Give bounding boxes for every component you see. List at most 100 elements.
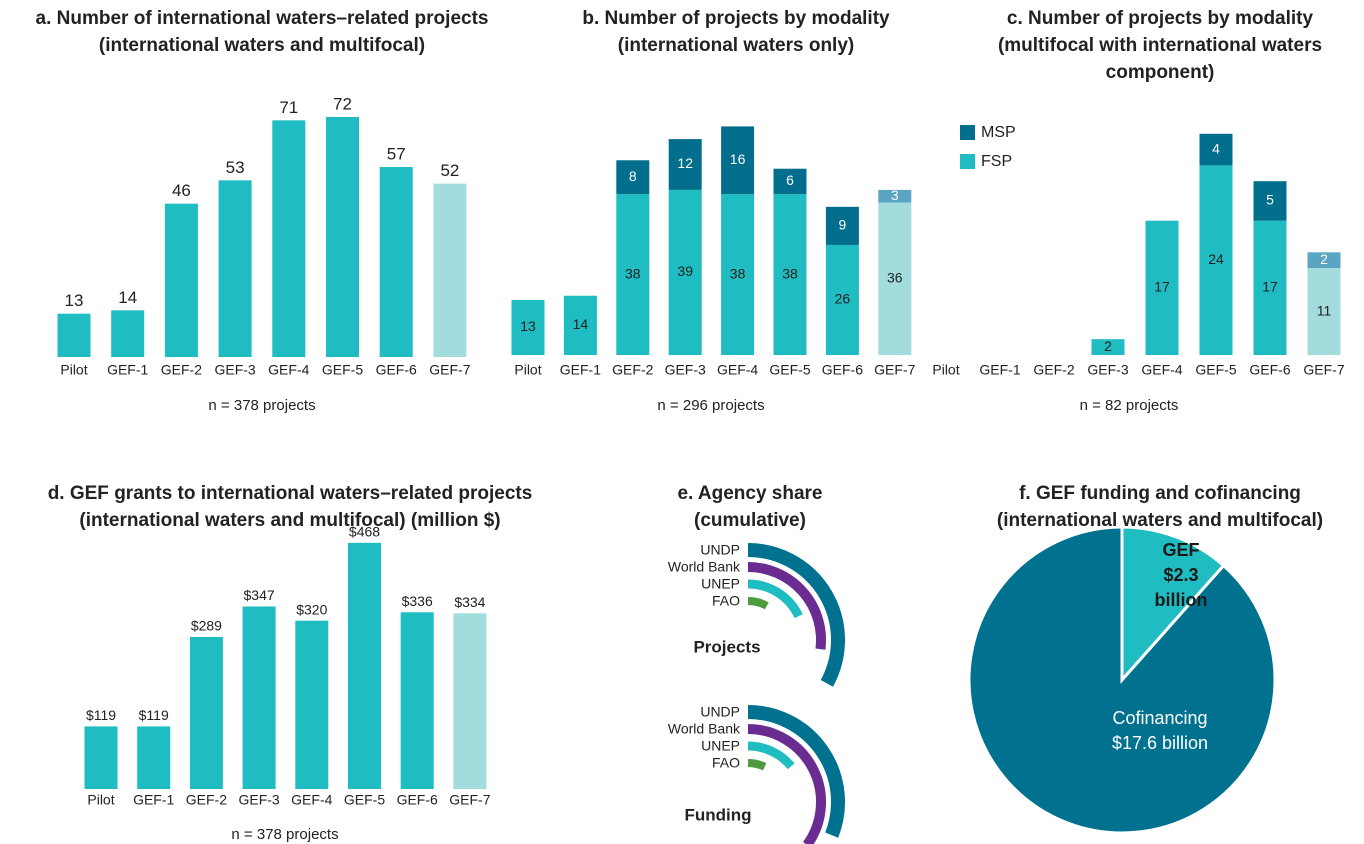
data-label: 17 <box>1154 279 1170 295</box>
x-tick-label: GEF-1 <box>979 362 1020 378</box>
data-label: 36 <box>887 270 903 286</box>
title-line: f. GEF funding and cofinancing <box>1019 483 1301 504</box>
radial-bar <box>747 705 845 838</box>
bar <box>218 180 252 357</box>
bar-segment <box>773 168 807 195</box>
x-tick-label: GEF-5 <box>344 792 385 808</box>
chart-title: b. Number of projects by modality (intern… <box>536 5 936 59</box>
bar <box>295 620 329 789</box>
bar <box>379 167 413 357</box>
data-label: 46 <box>172 181 191 200</box>
category-label: FAO <box>712 593 740 609</box>
x-tick-label: GEF-4 <box>291 792 332 808</box>
data-label: 4 <box>1212 140 1220 156</box>
note: n = 296 projects <box>657 397 764 414</box>
panel-label: Projects <box>693 637 760 656</box>
x-tick-label: GEF-1 <box>133 792 174 808</box>
x-tick-label: GEF-7 <box>874 362 915 378</box>
subtitle-line: (cumulative) <box>694 510 806 531</box>
radial-bar <box>747 597 769 610</box>
x-tick-label: GEF-7 <box>449 792 490 808</box>
data-label: 53 <box>226 158 245 177</box>
title-line: c. Number of projects by modality <box>1006 8 1314 29</box>
data-label: 2 <box>1320 251 1328 267</box>
bar-segment <box>668 189 702 355</box>
bar <box>189 636 223 789</box>
bar <box>453 613 487 789</box>
bar-segment <box>1307 252 1341 269</box>
bar <box>242 606 276 789</box>
legend-label: MSP <box>981 124 1016 141</box>
bar-segment <box>773 194 807 355</box>
x-tick-label: GEF-2 <box>186 792 227 808</box>
legend-swatch <box>960 125 975 140</box>
data-label: $119 <box>139 707 169 723</box>
data-label: 12 <box>677 155 693 171</box>
data-label: 71 <box>279 98 298 117</box>
data-label: 38 <box>782 265 798 281</box>
bar-segment <box>511 299 545 355</box>
bar-segment <box>1199 165 1233 355</box>
radial-bar <box>747 579 803 619</box>
x-tick-label: GEF-5 <box>769 362 810 378</box>
x-tick-label: GEF-6 <box>376 362 417 378</box>
note: n = 378 projects <box>208 397 315 414</box>
data-label: $119 <box>86 707 116 723</box>
category-label: FAO <box>712 755 740 771</box>
bar-segment <box>878 202 912 355</box>
data-label: 57 <box>387 144 406 163</box>
data-label: $468 <box>349 524 380 540</box>
data-label: $289 <box>191 618 222 634</box>
x-tick-label: GEF-1 <box>560 362 601 378</box>
title-line: b. Number of projects by modality <box>582 8 890 29</box>
data-label: $336 <box>402 593 433 609</box>
x-tick-label: GEF-4 <box>1141 362 1182 378</box>
data-label: 24 <box>1208 251 1224 267</box>
radial-bar <box>747 562 826 650</box>
bar <box>400 612 434 789</box>
chart-title: c. Number of projects by modality (multif… <box>960 5 1360 86</box>
category-label: UNDP <box>700 542 740 558</box>
x-tick-label: GEF-3 <box>238 792 279 808</box>
chart-title: f. GEF funding and cofinancing (internati… <box>940 480 1364 534</box>
bar-segment <box>721 194 755 355</box>
x-tick-label: GEF-2 <box>612 362 653 378</box>
bar <box>111 310 145 357</box>
chart-title: d. GEF grants to international waters–re… <box>0 480 580 534</box>
data-label: 9 <box>839 217 847 233</box>
bar-segment <box>1253 181 1287 221</box>
x-tick-label: GEF-3 <box>665 362 706 378</box>
bar-segment <box>1091 339 1125 355</box>
data-label: 16 <box>730 151 746 167</box>
category-label: World Bank <box>668 559 741 575</box>
x-tick-label: GEF-4 <box>717 362 758 378</box>
bar-segment <box>1199 133 1233 166</box>
category-label: UNEP <box>701 738 740 754</box>
bar-segment <box>616 194 650 355</box>
data-label: 72 <box>333 94 352 113</box>
title-line: e. Agency share <box>677 483 823 504</box>
data-label: 13 <box>65 291 84 310</box>
bar-segment <box>721 126 755 195</box>
bar-segment <box>1307 268 1341 355</box>
chart-title: a. Number of international waters–relate… <box>0 5 532 59</box>
x-tick-label: GEF-3 <box>1087 362 1128 378</box>
bar-segment <box>1253 220 1287 355</box>
data-label: 3 <box>891 187 899 203</box>
data-label: 2 <box>1104 338 1112 354</box>
x-tick-label: Pilot <box>514 362 541 378</box>
x-tick-label: GEF-7 <box>1303 362 1344 378</box>
pie-slice <box>1120 525 1226 684</box>
slice-label: Cofinancing $17.6 billion <box>1060 691 1260 771</box>
subtitle-line: (international waters only) <box>617 35 855 56</box>
subtitle-line: (multifocal with international waters co… <box>997 35 1323 83</box>
category-label: UNDP <box>700 704 740 720</box>
data-label: 13 <box>520 318 536 334</box>
radial-bar <box>747 741 795 770</box>
title-line: d. GEF grants to international waters–re… <box>47 483 533 504</box>
x-tick-label: GEF-2 <box>161 362 202 378</box>
data-label: 38 <box>625 265 641 281</box>
subtitle-line: (international waters and multifocal) <box>98 35 426 56</box>
bar <box>164 203 198 357</box>
